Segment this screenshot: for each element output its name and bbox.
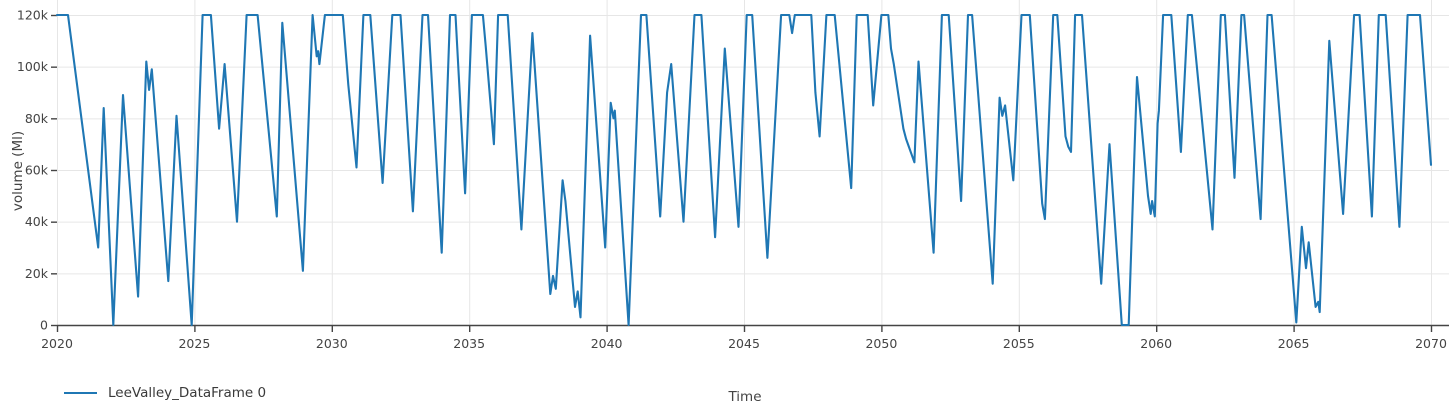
x-tick-label: 2065 <box>1278 336 1310 351</box>
legend: LeeValley_DataFrame 0 <box>64 385 266 401</box>
x-axis-title: Time <box>728 389 762 405</box>
x-tick-label: 2040 <box>591 336 623 351</box>
x-tick-label: 2050 <box>865 336 897 351</box>
y-tick-label: 100k <box>17 59 49 74</box>
x-tick-label: 2035 <box>453 336 485 351</box>
x-tick-label: 2020 <box>41 336 73 351</box>
x-tick-label: 2060 <box>1140 336 1172 351</box>
x-tick-label: 2030 <box>316 336 348 351</box>
series-line <box>55 13 1433 327</box>
x-tick-label: 2025 <box>178 336 210 351</box>
x-tick-label: 2045 <box>728 336 760 351</box>
y-tick-label: 0 <box>40 318 48 333</box>
y-tick-label: 40k <box>25 214 49 229</box>
x-tick-label: 2055 <box>1003 336 1035 351</box>
y-tick-label: 20k <box>25 266 49 281</box>
y-axis-title: volume (Ml) <box>10 130 26 212</box>
legend-line-swatch <box>64 392 97 394</box>
y-tick-label: 120k <box>17 8 49 23</box>
y-tick-label: 80k <box>25 111 49 126</box>
x-tick-label: 2070 <box>1415 336 1447 351</box>
y-tick-label: 60k <box>25 163 49 178</box>
legend-label: LeeValley_DataFrame 0 <box>108 385 267 401</box>
